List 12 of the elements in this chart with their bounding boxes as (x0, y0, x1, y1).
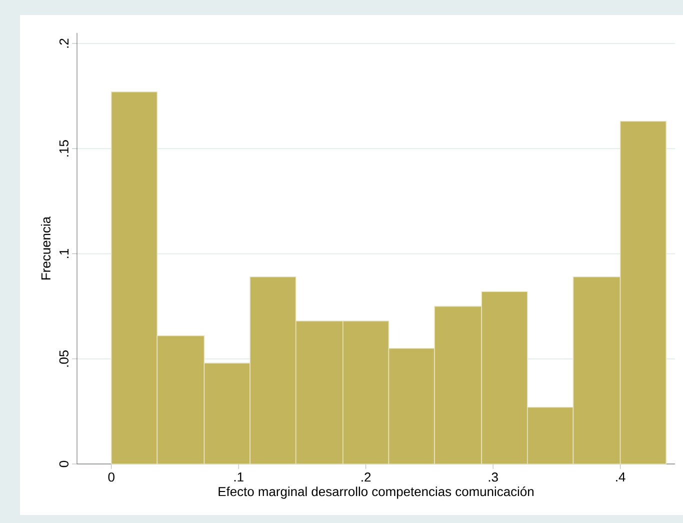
y-tick-label: .05 (59, 350, 68, 367)
x-axis-title: Efecto marginal desarrollo competencias comunicación (218, 486, 534, 499)
x-tick-label: 0 (108, 472, 114, 482)
x-tick-label: .3 (488, 472, 498, 482)
y-tick-label: .2 (59, 38, 68, 48)
x-tick-label: .1 (234, 472, 244, 482)
y-tick-label: .15 (59, 140, 68, 156)
y-tick-label: .1 (60, 248, 68, 258)
x-tick-label: .4 (616, 472, 626, 482)
x-tick-label: .2 (362, 472, 371, 482)
y-tick-label: 0 (59, 460, 68, 468)
y-axis-title: Frecuencia (40, 216, 50, 280)
